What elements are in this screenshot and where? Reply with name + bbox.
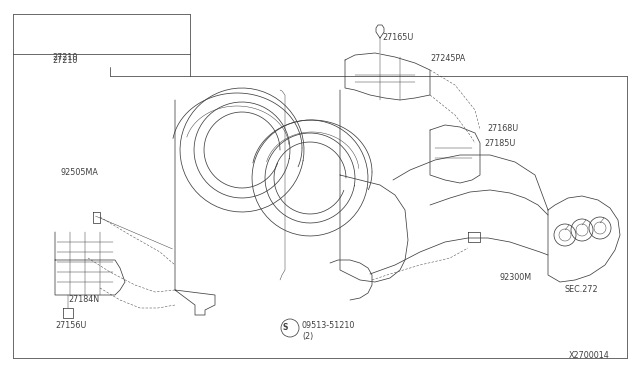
Text: 27245PA: 27245PA [430, 54, 465, 62]
Text: 27165U: 27165U [382, 32, 413, 42]
Text: (2): (2) [302, 331, 313, 340]
Text: 27156U: 27156U [55, 321, 86, 330]
Text: 27210: 27210 [52, 55, 77, 64]
Text: S: S [282, 324, 288, 333]
Text: SEC.272: SEC.272 [565, 285, 598, 295]
Text: X2700014: X2700014 [569, 350, 610, 359]
Text: 92505MA: 92505MA [60, 167, 98, 176]
Text: 09513-51210: 09513-51210 [302, 321, 355, 330]
Text: 92300M: 92300M [500, 273, 532, 282]
Text: 27184N: 27184N [68, 295, 99, 305]
Text: 27168U: 27168U [487, 124, 518, 132]
Text: 27185U: 27185U [484, 138, 515, 148]
Text: 27210: 27210 [52, 52, 77, 61]
